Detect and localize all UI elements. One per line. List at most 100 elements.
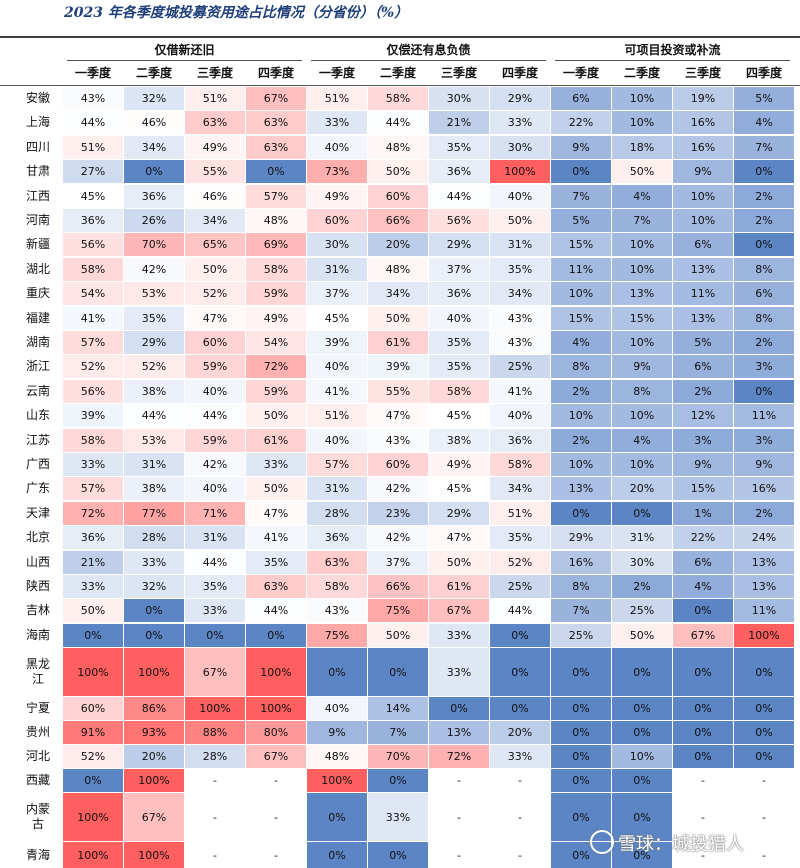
- table-cell: -: [734, 842, 794, 868]
- table-cell: 25%: [490, 355, 550, 379]
- table-cell: 66%: [368, 575, 428, 598]
- table-cell: 19%: [673, 87, 733, 110]
- table-cell: 52%: [124, 355, 184, 379]
- table-cell: 35%: [490, 526, 550, 550]
- table-cell: 2%: [551, 428, 611, 452]
- table-cell: 3%: [734, 355, 794, 379]
- table-cell: 39%: [63, 404, 123, 428]
- table-cell: 72%: [246, 355, 306, 379]
- table-cell: 53%: [124, 428, 184, 452]
- table-cell: 6%: [673, 550, 733, 574]
- province-label: 吉林: [25, 603, 50, 618]
- province-label: 山东: [25, 408, 50, 423]
- province-label: 宁夏: [25, 701, 50, 715]
- province-label: 贵州: [25, 725, 50, 739]
- table-cell: -: [185, 769, 245, 792]
- table-cell: 0%: [673, 721, 733, 744]
- province-label: 湖南: [25, 335, 50, 349]
- table-cell: 50%: [185, 257, 245, 281]
- table-cell: 28%: [124, 526, 184, 550]
- table-cell: 58%: [246, 257, 306, 281]
- table-cell: 35%: [429, 331, 489, 354]
- table-cell: 0%: [63, 623, 123, 647]
- table-cell: 40%: [490, 404, 550, 428]
- table-cell: 1%: [673, 501, 733, 525]
- table-cell: 45%: [429, 404, 489, 428]
- table-cell: 10%: [673, 209, 733, 232]
- table-cell: 36%: [307, 526, 367, 550]
- table-cell: 40%: [307, 697, 367, 720]
- table-cell: 33%: [63, 453, 123, 476]
- table-cell: 51%: [63, 135, 123, 159]
- table-cell: 46%: [185, 184, 245, 208]
- table-cell: 13%: [429, 721, 489, 744]
- table-cell: 5%: [551, 209, 611, 232]
- table-cell: 4%: [612, 184, 672, 208]
- table-cell: 0%: [734, 648, 794, 696]
- table-cell: 35%: [490, 257, 550, 281]
- table-cell: 33%: [368, 793, 428, 841]
- table-cell: 29%: [490, 87, 550, 110]
- table-cell: 58%: [63, 257, 123, 281]
- table-cell: 43%: [63, 87, 123, 110]
- province-label: 山西: [25, 554, 50, 569]
- table-cell: 13%: [673, 306, 733, 330]
- table-cell: 45%: [307, 306, 367, 330]
- table-cell: 9%: [673, 453, 733, 476]
- province-label: 广东: [25, 481, 50, 496]
- table-cell: 69%: [246, 233, 306, 257]
- table-cell: 35%: [246, 550, 306, 574]
- quarter-header: 四季度: [745, 66, 782, 80]
- table-cell: 50%: [246, 477, 306, 501]
- table-cell: 57%: [307, 453, 367, 476]
- province-label: 上海: [25, 115, 50, 130]
- table-cell: 29%: [124, 331, 184, 354]
- table-cell: 5%: [673, 331, 733, 354]
- top-rule: [0, 36, 800, 38]
- table-cell: 65%: [185, 233, 245, 257]
- table-cell: 59%: [246, 379, 306, 403]
- table-cell: 45%: [429, 477, 489, 501]
- table-cell: 2%: [673, 379, 733, 403]
- table-cell: 63%: [185, 111, 245, 135]
- table-cell: -: [734, 769, 794, 792]
- table-cell: -: [673, 769, 733, 792]
- table-cell: 37%: [307, 282, 367, 306]
- table-cell: 45%: [63, 184, 123, 208]
- table-cell: 34%: [124, 135, 184, 159]
- table-cell: 47%: [429, 526, 489, 550]
- table-cell: 6%: [673, 233, 733, 257]
- table-cell: 34%: [368, 282, 428, 306]
- table-cell: 0%: [490, 648, 550, 696]
- table-cell: 32%: [124, 87, 184, 110]
- table-cell: 0%: [612, 501, 672, 525]
- table-cell: 0%: [368, 769, 428, 792]
- table-cell: -: [673, 842, 733, 868]
- table-cell: 35%: [124, 306, 184, 330]
- table-cell: 0%: [490, 623, 550, 647]
- table-cell: 38%: [124, 477, 184, 501]
- table-cell: 5%: [734, 87, 794, 110]
- province-label: 西藏: [25, 773, 50, 787]
- table-cell: 61%: [429, 575, 489, 598]
- table-cell: 67%: [246, 87, 306, 110]
- table-cell: 11%: [734, 404, 794, 428]
- table-cell: 41%: [307, 379, 367, 403]
- table-cell: 30%: [429, 87, 489, 110]
- province-label: 福建: [25, 310, 50, 325]
- table-cell: 0%: [551, 648, 611, 696]
- table-cell: 37%: [429, 257, 489, 281]
- table-cell: 0%: [551, 160, 611, 184]
- table-cell: 9%: [551, 135, 611, 159]
- table-cell: 48%: [368, 135, 428, 159]
- table-cell: 30%: [307, 233, 367, 257]
- table-cell: 67%: [124, 793, 184, 841]
- table-cell: 40%: [429, 306, 489, 330]
- table-cell: 33%: [429, 648, 489, 696]
- province-label: 江西: [25, 188, 50, 203]
- table-cell: 10%: [551, 404, 611, 428]
- table-cell: 0%: [673, 745, 733, 768]
- table-cell: 51%: [185, 87, 245, 110]
- table-cell: 0%: [612, 793, 672, 841]
- table-cell: 36%: [63, 526, 123, 550]
